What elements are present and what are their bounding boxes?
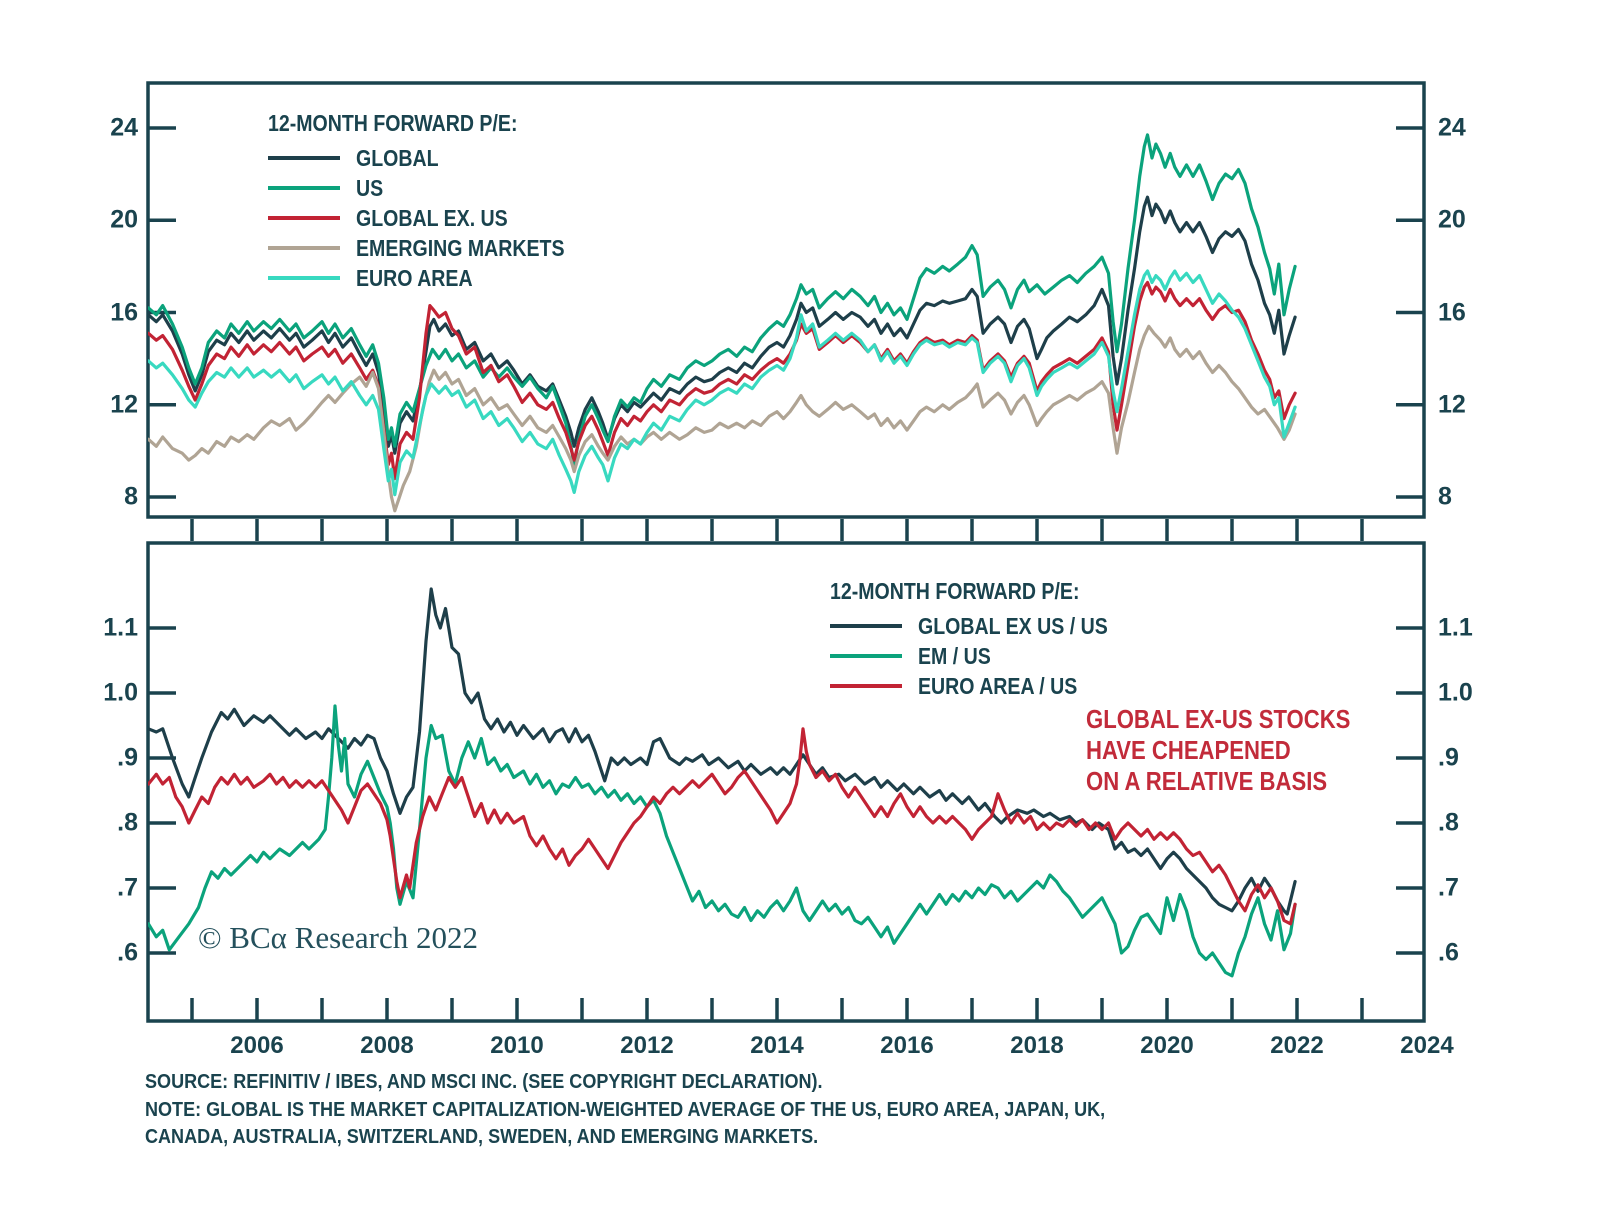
legend-item-em-us: EM / US bbox=[830, 641, 1141, 671]
legend-swatch bbox=[268, 186, 340, 190]
footer-notes: SOURCE: REFINITIV / IBES, AND MSCI INC. … bbox=[145, 1068, 1236, 1151]
legend-label: EURO AREA bbox=[356, 264, 473, 291]
x-axis-label: 2016 bbox=[880, 1032, 934, 1059]
y-axis-label-left: 8 bbox=[124, 482, 138, 511]
legend-label: US bbox=[356, 174, 384, 201]
x-axis-label: 2022 bbox=[1270, 1032, 1324, 1059]
y-axis-label-right: .9 bbox=[1438, 743, 1459, 772]
bottom-legend-items: GLOBAL EX US / US EM / US EURO AREA / US bbox=[830, 611, 1141, 701]
legend-swatch bbox=[268, 246, 340, 250]
annotation-line-2: HAVE CHEAPENED bbox=[1086, 735, 1291, 765]
series-line-emerging-markets bbox=[148, 324, 1297, 513]
series-line-global-ex-us-us bbox=[148, 587, 1297, 916]
series-line-euro-area bbox=[148, 269, 1297, 497]
y-axis-label-right: 12 bbox=[1438, 390, 1466, 419]
legend-label: EM / US bbox=[918, 642, 991, 669]
y-axis-label-left: 20 bbox=[110, 205, 138, 234]
legend-swatch bbox=[830, 684, 902, 688]
legend-item-global-ex-us: GLOBAL EX. US bbox=[268, 203, 601, 233]
y-axis-label-left: .6 bbox=[117, 938, 138, 967]
source-line: SOURCE: REFINITIV / IBES, AND MSCI INC. … bbox=[145, 1070, 823, 1093]
legend-item-euro-area-us: EURO AREA / US bbox=[830, 671, 1141, 701]
y-axis-label-left: 24 bbox=[110, 113, 138, 142]
legend-label: EMERGING MARKETS bbox=[356, 234, 565, 261]
legend-swatch bbox=[830, 654, 902, 658]
note-line-2: CANADA, AUSTRALIA, SWITZERLAND, SWEDEN, … bbox=[145, 1125, 819, 1148]
y-axis-label-left: .9 bbox=[117, 743, 138, 772]
legend-label: GLOBAL EX US / US bbox=[918, 612, 1108, 639]
series-line-euro-area-us bbox=[148, 727, 1297, 926]
legend-item-euro-area: EURO AREA bbox=[268, 263, 601, 293]
legend-swatch bbox=[830, 624, 902, 628]
y-axis-label-right: .8 bbox=[1438, 808, 1459, 837]
legend-label: GLOBAL EX. US bbox=[356, 204, 508, 231]
top-legend-items: GLOBAL US GLOBAL EX. US EMERGING MARKETS EUR… bbox=[268, 143, 601, 293]
annotation-line-1: GLOBAL EX-US STOCKS bbox=[1086, 704, 1351, 734]
legend-swatch bbox=[268, 156, 340, 160]
legend-item-global: GLOBAL bbox=[268, 143, 601, 173]
legend-item-global-ex-us-us: GLOBAL EX US / US bbox=[830, 611, 1141, 641]
y-axis-label-left: 1.1 bbox=[103, 613, 138, 642]
series-line-global bbox=[148, 195, 1297, 455]
bca-watermark: © BCα Research 2022 bbox=[198, 920, 478, 955]
legend-swatch bbox=[268, 276, 340, 280]
y-axis-label-left: 1.0 bbox=[103, 678, 138, 707]
series-line-us bbox=[148, 133, 1297, 467]
bottom-legend: 12-MONTH FORWARD P/E: GLOBAL EX US / US E… bbox=[830, 578, 1141, 701]
x-axis-label: 2014 bbox=[750, 1032, 804, 1059]
y-axis-label-left: 16 bbox=[110, 298, 138, 326]
bottom-legend-title: 12-MONTH FORWARD P/E: bbox=[830, 578, 1080, 604]
annotation-text: GLOBAL EX-US STOCKS HAVE CHEAPENED ON A … bbox=[1086, 704, 1397, 797]
legend-item-emerging-markets: EMERGING MARKETS bbox=[268, 233, 601, 263]
y-axis-label-right: 24 bbox=[1438, 113, 1466, 142]
x-axis-label: 2008 bbox=[360, 1032, 414, 1059]
legend-label: GLOBAL bbox=[356, 144, 439, 171]
x-axis-label: 2010 bbox=[490, 1032, 544, 1059]
x-axis-label: 2024 bbox=[1400, 1032, 1454, 1059]
y-axis-label-right: .6 bbox=[1438, 938, 1459, 967]
y-axis-label-right: 16 bbox=[1438, 298, 1466, 326]
y-axis-label-right: 1.0 bbox=[1438, 678, 1473, 707]
x-axis-label: 2018 bbox=[1010, 1032, 1064, 1059]
series-line-em-us bbox=[148, 704, 1297, 978]
y-axis-label-right: 8 bbox=[1438, 482, 1452, 511]
panel-frame-top bbox=[146, 81, 1426, 519]
top-legend-title: 12-MONTH FORWARD P/E: bbox=[268, 110, 518, 136]
y-axis-label-right: 20 bbox=[1438, 205, 1466, 234]
y-axis-label-right: .7 bbox=[1438, 873, 1459, 902]
legend-label: EURO AREA / US bbox=[918, 672, 1078, 699]
x-axis-label: 2012 bbox=[620, 1032, 674, 1059]
x-axis-label: 2020 bbox=[1140, 1032, 1194, 1059]
series-line-global-ex-us bbox=[148, 280, 1297, 481]
top-legend: 12-MONTH FORWARD P/E: GLOBAL US GLOBAL EX.… bbox=[268, 110, 601, 293]
annotation-line-3: ON A RELATIVE BASIS bbox=[1086, 766, 1328, 796]
y-axis-label-right: 1.1 bbox=[1438, 613, 1473, 642]
x-axis-label: 2006 bbox=[230, 1032, 284, 1059]
note-line-1: NOTE: GLOBAL IS THE MARKET CAPITALIZATIO… bbox=[145, 1097, 1106, 1121]
legend-item-us: US bbox=[268, 173, 601, 203]
y-axis-label-left: .7 bbox=[117, 873, 138, 902]
y-axis-label-left: .8 bbox=[117, 808, 138, 837]
y-axis-label-left: 12 bbox=[110, 390, 138, 419]
legend-swatch bbox=[268, 216, 340, 220]
